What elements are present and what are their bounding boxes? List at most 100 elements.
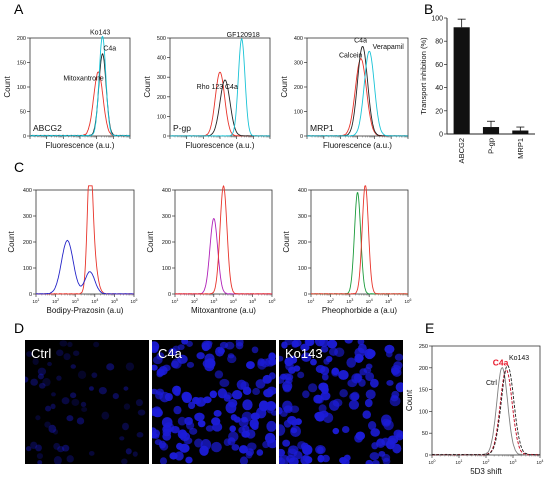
nucleus: [297, 441, 307, 450]
y-tick-label: 100: [298, 266, 307, 272]
y-tick-label: 100: [162, 266, 171, 272]
nucleus: [26, 351, 33, 357]
y-tick-label: 200: [162, 240, 171, 246]
nucleus: [158, 366, 168, 376]
nucleus: [223, 438, 231, 447]
annotation: C4a: [103, 45, 116, 52]
nucleus: [284, 340, 293, 346]
nucleus: [357, 340, 365, 346]
y-tick-label: 0: [29, 292, 32, 298]
nucleus: [371, 442, 379, 450]
nucleus: [209, 390, 218, 399]
micrograph-label: Ctrl: [31, 346, 51, 361]
nucleus: [184, 416, 193, 426]
x-tick-label: 103: [210, 298, 217, 304]
nucleus: [162, 432, 172, 441]
nucleus: [334, 347, 345, 358]
y-axis-label: Count: [143, 76, 152, 98]
nucleus: [177, 429, 188, 440]
nucleus: [196, 352, 205, 360]
nucleus: [283, 419, 292, 428]
nucleus: [350, 391, 360, 401]
nucleus: [236, 379, 247, 390]
nucleus: [37, 460, 43, 464]
nucleus: [279, 406, 283, 415]
nucleus: [205, 425, 214, 432]
nucleus: [327, 340, 338, 349]
y-tick-label: 300: [157, 75, 166, 81]
nucleus: [227, 353, 235, 359]
panel-letter-b: B: [424, 1, 433, 17]
nucleus: [387, 437, 397, 446]
annotation: C4a: [493, 358, 509, 368]
nucleus: [56, 375, 62, 381]
nucleus: [51, 392, 56, 397]
y-tick-label: 100: [157, 114, 166, 120]
nucleus: [159, 391, 171, 403]
nucleus: [369, 378, 379, 388]
nucleus: [364, 348, 375, 360]
histogram-C3: 0 100 200 300 400 101 102 103 104 105 106 Pheophorb…: [282, 185, 412, 315]
nucleus: [310, 358, 317, 366]
y-tick-label: 200: [17, 36, 26, 42]
nucleus: [362, 410, 371, 419]
nucleus: [217, 347, 225, 354]
microscopy-panels: Ctrl C4a Ko143: [25, 340, 403, 464]
y-axis-label: Count: [280, 76, 289, 98]
y-tick-label: 400: [298, 188, 307, 194]
nucleus: [181, 340, 189, 345]
nucleus: [354, 347, 366, 358]
y-tick-label: 300: [298, 214, 307, 220]
nucleus: [158, 440, 166, 449]
panel-letter-a: A: [14, 1, 24, 17]
nucleus: [152, 364, 158, 371]
nucleus: [112, 392, 119, 400]
x-axis-label: Fluorescence (a.u.): [186, 141, 255, 150]
x-tick-label: 104: [230, 298, 237, 304]
nucleus: [37, 367, 47, 376]
nucleus: [255, 379, 266, 389]
y-tick-label: 50: [20, 110, 26, 116]
histogram-A1: 0 50 100 150 200 Fluorescence (a.u.) Count ABCG…: [3, 30, 131, 150]
micrograph-ko143: Ko143: [279, 340, 403, 464]
nucleus: [61, 397, 70, 405]
nucleus: [346, 357, 357, 368]
nucleus: [52, 429, 59, 435]
x-tick-label: 101: [456, 459, 463, 465]
nucleus: [286, 454, 295, 463]
nucleus: [393, 361, 403, 370]
nucleus: [291, 340, 299, 348]
nucleus: [35, 444, 42, 452]
y-tick-label: 250: [419, 344, 428, 350]
nucleus: [283, 405, 293, 414]
nucleus: [241, 416, 248, 423]
nucleus: [355, 431, 366, 441]
nucleus: [125, 448, 132, 455]
plot-frame: [35, 189, 135, 295]
nucleus: [245, 450, 253, 459]
nucleus: [50, 403, 56, 410]
nucleus: [32, 358, 39, 365]
bar-chart-B: 0 20 40 60 80 100 ABCG2 P-gp MRP1 Transport inhib…: [419, 16, 535, 163]
nucleus: [347, 379, 357, 388]
nucleus: [125, 362, 135, 371]
nucleus: [304, 340, 314, 346]
y-tick-label: 150: [419, 388, 428, 394]
nucleus: [247, 442, 257, 451]
nucleus: [285, 377, 293, 384]
curve-cyan: [29, 35, 131, 137]
nucleus: [323, 358, 330, 365]
y-tick-label: 500: [157, 36, 166, 42]
curve-red: [35, 185, 135, 295]
nucleus: [304, 456, 313, 464]
nucleus: [279, 454, 283, 462]
y-tick-label: 0: [300, 134, 303, 140]
nucleus: [61, 444, 70, 452]
y-axis-label: Count: [405, 389, 414, 411]
nucleus: [171, 385, 181, 396]
nucleus: [170, 425, 180, 434]
nucleus: [393, 429, 403, 438]
curve-cyan: [306, 50, 409, 137]
panel-letter-e: E: [425, 320, 434, 336]
nucleus: [88, 386, 94, 391]
